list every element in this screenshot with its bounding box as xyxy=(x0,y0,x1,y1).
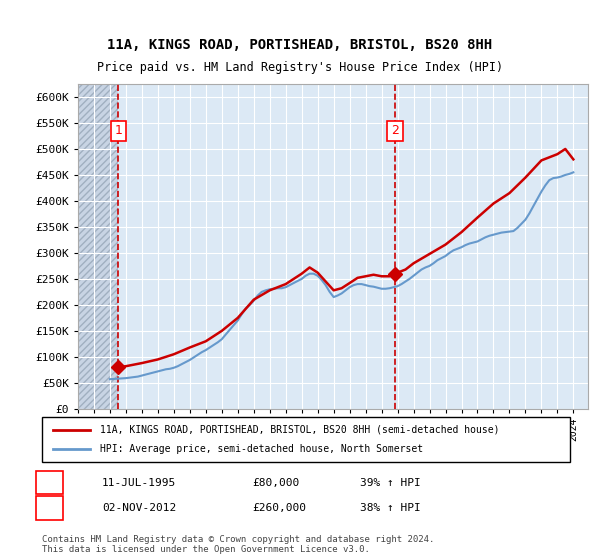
Text: £260,000: £260,000 xyxy=(252,503,306,513)
Bar xyxy=(78,84,118,409)
Text: HPI: Average price, semi-detached house, North Somerset: HPI: Average price, semi-detached house,… xyxy=(100,445,423,455)
Text: 11A, KINGS ROAD, PORTISHEAD, BRISTOL, BS20 8HH: 11A, KINGS ROAD, PORTISHEAD, BRISTOL, BS… xyxy=(107,38,493,52)
Text: 2: 2 xyxy=(391,124,399,137)
Text: 11-JUL-1995: 11-JUL-1995 xyxy=(102,478,176,488)
Text: 1: 1 xyxy=(115,124,122,137)
Text: 38% ↑ HPI: 38% ↑ HPI xyxy=(360,503,421,513)
Text: £80,000: £80,000 xyxy=(252,478,299,488)
Text: 2: 2 xyxy=(46,503,53,513)
Text: Contains HM Land Registry data © Crown copyright and database right 2024.
This d: Contains HM Land Registry data © Crown c… xyxy=(42,535,434,554)
Text: 02-NOV-2012: 02-NOV-2012 xyxy=(102,503,176,513)
Text: Price paid vs. HM Land Registry's House Price Index (HPI): Price paid vs. HM Land Registry's House … xyxy=(97,60,503,74)
FancyBboxPatch shape xyxy=(42,417,570,462)
Text: 11A, KINGS ROAD, PORTISHEAD, BRISTOL, BS20 8HH (semi-detached house): 11A, KINGS ROAD, PORTISHEAD, BRISTOL, BS… xyxy=(100,424,500,435)
Text: 1: 1 xyxy=(46,478,53,488)
Text: 39% ↑ HPI: 39% ↑ HPI xyxy=(360,478,421,488)
